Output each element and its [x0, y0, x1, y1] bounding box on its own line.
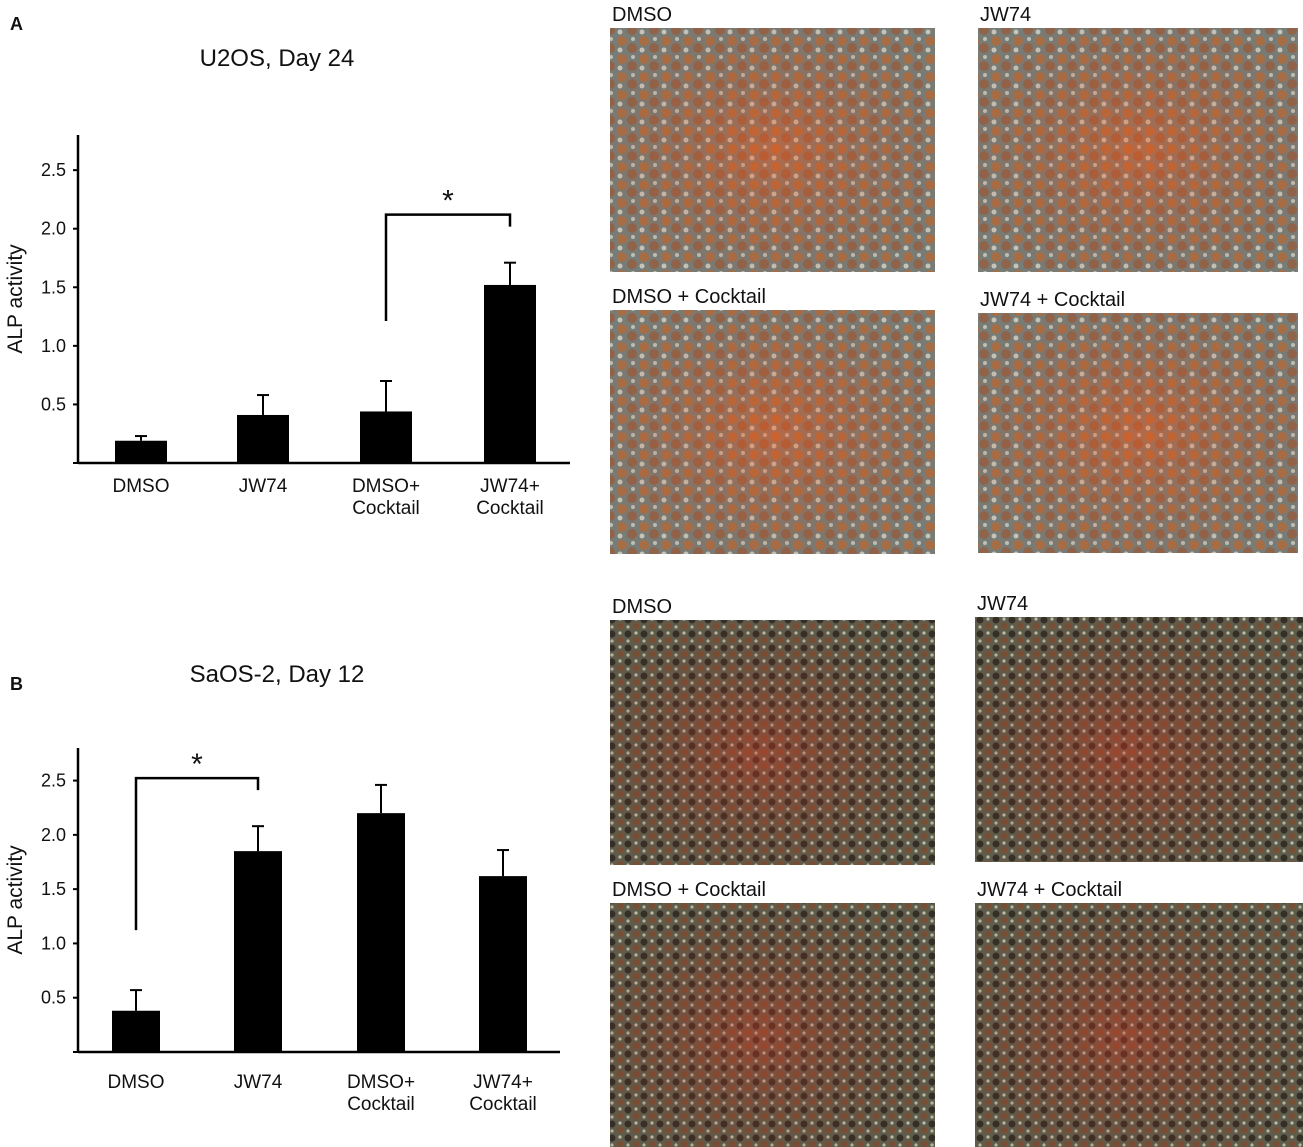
x-tick-label: JW74+ Cocktail	[476, 476, 544, 519]
x-tick-label: JW74	[233, 1072, 283, 1093]
bar	[234, 851, 282, 1052]
bar	[112, 1010, 160, 1052]
bar	[360, 411, 412, 463]
y-tick-label: 2.5	[41, 160, 66, 180]
y-tick-label: 1.0	[41, 933, 66, 953]
image-label: JW74	[980, 4, 1031, 26]
image-label: DMSO + Cocktail	[612, 879, 766, 901]
x-tick-label: JW74+ Cocktail	[469, 1072, 537, 1115]
x-tick-label: DMSO+ Cocktail	[351, 476, 421, 519]
image-label: DMSO + Cocktail	[612, 286, 766, 308]
y-tick-label: 2.0	[41, 219, 66, 239]
x-tick-label: DMSO+ Cocktail	[346, 1072, 416, 1115]
x-tick-label: DMSO	[112, 476, 170, 497]
micrograph-stain	[610, 310, 935, 554]
bar	[357, 813, 405, 1052]
image-label: DMSO	[612, 4, 672, 26]
panel-label: B	[10, 674, 23, 694]
image-label: JW74 + Cocktail	[977, 879, 1122, 901]
y-tick-label: 1.5	[41, 879, 66, 899]
bar	[237, 414, 289, 463]
micrograph-stain	[975, 903, 1303, 1147]
image-label: JW74 + Cocktail	[980, 289, 1125, 311]
bar	[115, 440, 167, 463]
y-axis-label: ALP activity	[4, 244, 27, 354]
significance-bracket	[384, 213, 512, 321]
x-tick-label: JW74	[238, 476, 288, 497]
significance-label: *	[191, 748, 203, 781]
micrograph-stain	[610, 903, 935, 1147]
y-tick-label: 1.0	[41, 336, 66, 356]
image-label: DMSO	[612, 596, 672, 618]
micrograph-stain	[975, 617, 1303, 862]
y-tick-label: 2.5	[41, 771, 66, 791]
micrograph-stain	[978, 28, 1298, 272]
micrograph-stain	[610, 620, 935, 865]
y-tick-label: 1.5	[41, 277, 66, 297]
y-tick-label: 0.5	[41, 394, 66, 414]
significance-bracket	[134, 776, 260, 931]
micrograph-stain	[978, 313, 1298, 553]
micrograph-stain	[610, 28, 935, 272]
chart-title: SaOS-2, Day 12	[190, 661, 365, 688]
x-tick-label: DMSO	[107, 1072, 165, 1093]
bar	[484, 284, 536, 463]
chart-title: U2OS, Day 24	[200, 45, 355, 72]
image-label: JW74	[977, 593, 1028, 615]
panel-label: A	[10, 14, 23, 34]
y-tick-label: 0.5	[41, 988, 66, 1008]
y-tick-label: 2.0	[41, 825, 66, 845]
significance-label: *	[442, 185, 454, 218]
y-axis-label: ALP activity	[4, 845, 27, 955]
bar	[479, 876, 527, 1052]
